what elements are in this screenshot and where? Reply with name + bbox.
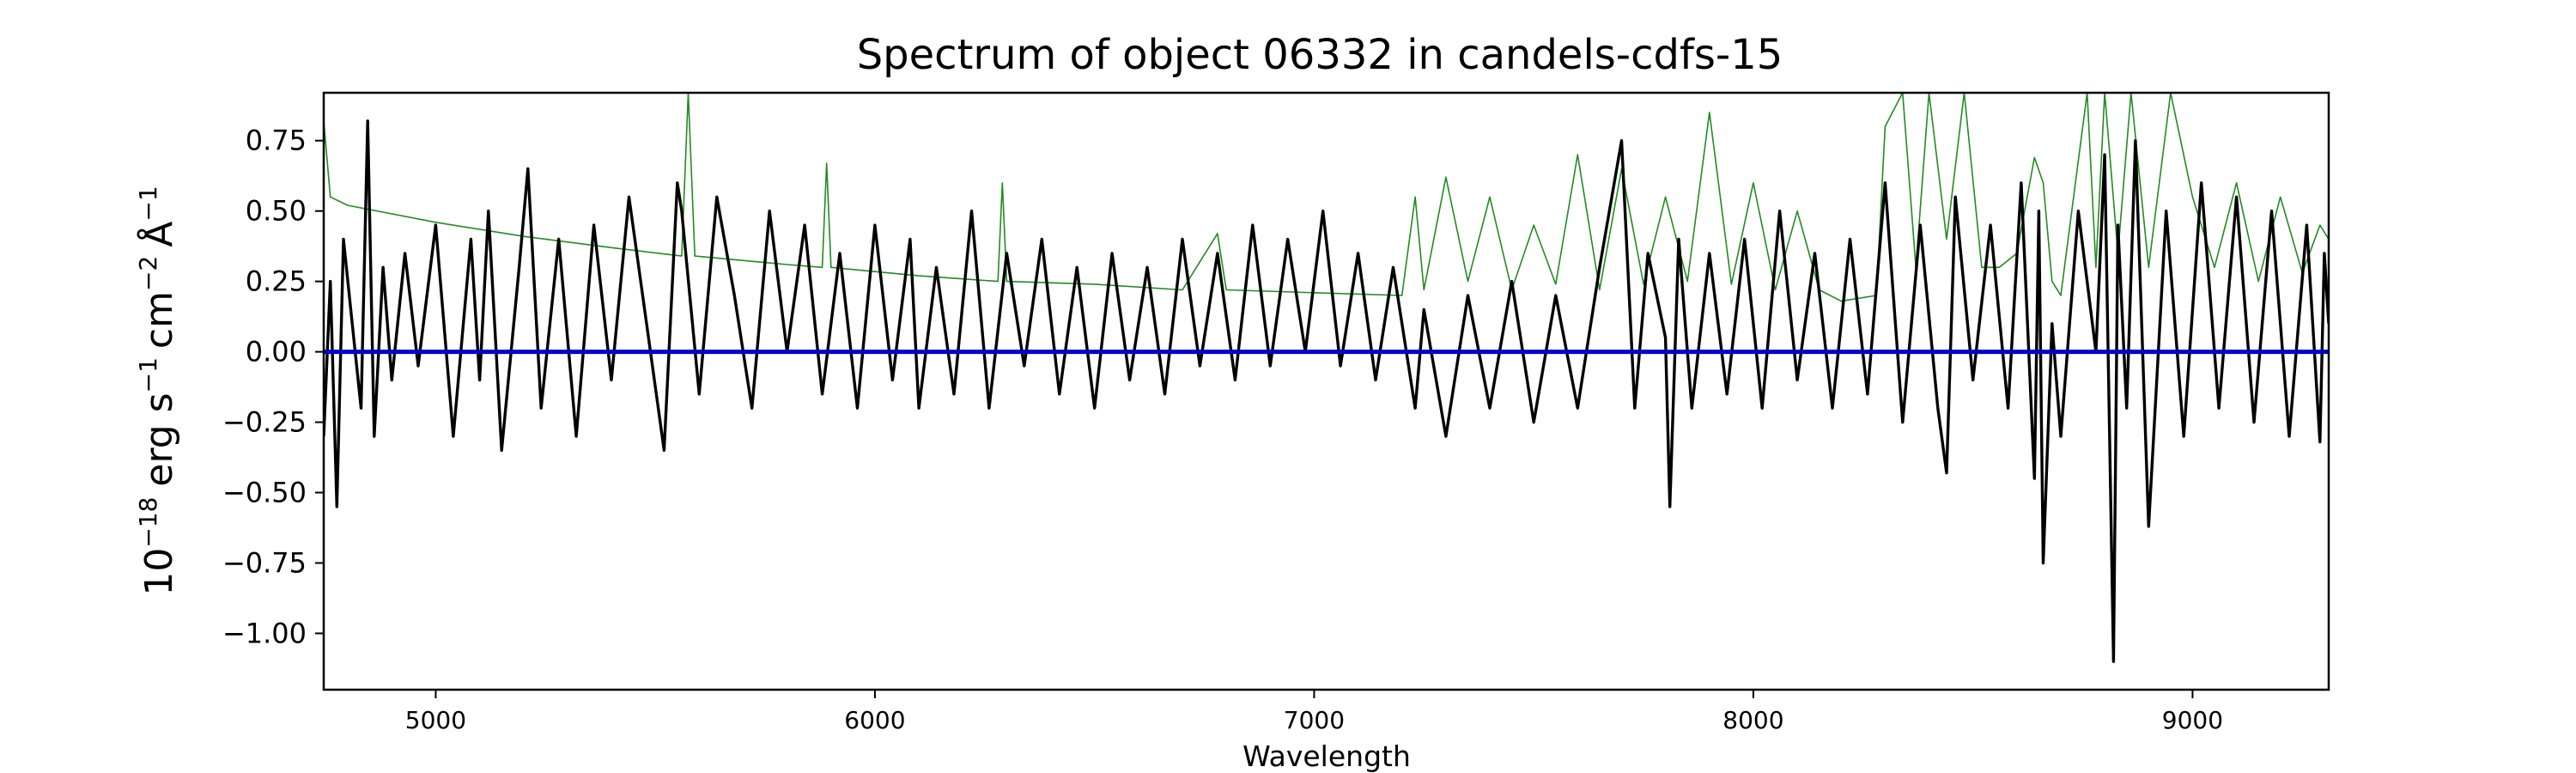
y-axis: 0.75 0.50 0.25 0.00 −0.25 −0.50 −0.75 −1.00 xyxy=(222,125,324,649)
series-line-0 xyxy=(324,93,2329,302)
y-label-exp-s: −1 xyxy=(134,357,162,393)
x-axis: 5000 6000 7000 8000 9000 xyxy=(405,690,2223,734)
y-label-base: 10 xyxy=(137,548,181,596)
x-tick-label: 7000 xyxy=(1284,706,1345,734)
y-tick-label: −0.75 xyxy=(222,546,307,579)
series-layer xyxy=(324,93,2329,663)
x-tick-label: 6000 xyxy=(844,706,905,734)
y-tick-label: −0.50 xyxy=(222,477,307,509)
y-tick-label: 0.50 xyxy=(246,195,307,228)
y-label-exp-ang: −1 xyxy=(134,186,162,221)
y-label-exp: −18 xyxy=(134,497,162,548)
y-label-erg: erg s xyxy=(137,393,181,486)
x-tick-label: 8000 xyxy=(1722,706,1783,734)
y-label-exp-cm: −2 xyxy=(134,256,162,291)
y-tick-label: 0.75 xyxy=(246,125,307,157)
y-axis-label: 10−18erg s−1cm−2Å−1 xyxy=(134,186,181,595)
series-line-1 xyxy=(324,119,2329,663)
x-axis-label: Wavelength xyxy=(1242,740,1411,773)
y-label-angstrom: Å xyxy=(136,222,181,247)
x-tick-label: 5000 xyxy=(405,706,466,734)
y-tick-label: 0.25 xyxy=(246,265,307,298)
plot-frame xyxy=(322,91,2330,691)
chart-title: Spectrum of object 06332 in candels-cdfs… xyxy=(857,31,1783,79)
y-label-cm: cm xyxy=(137,291,181,349)
y-tick-label: −0.25 xyxy=(222,406,307,439)
y-tick-label: 0.00 xyxy=(246,336,307,368)
x-tick-label: 9000 xyxy=(2162,706,2223,734)
y-tick-label: −1.00 xyxy=(222,617,307,649)
